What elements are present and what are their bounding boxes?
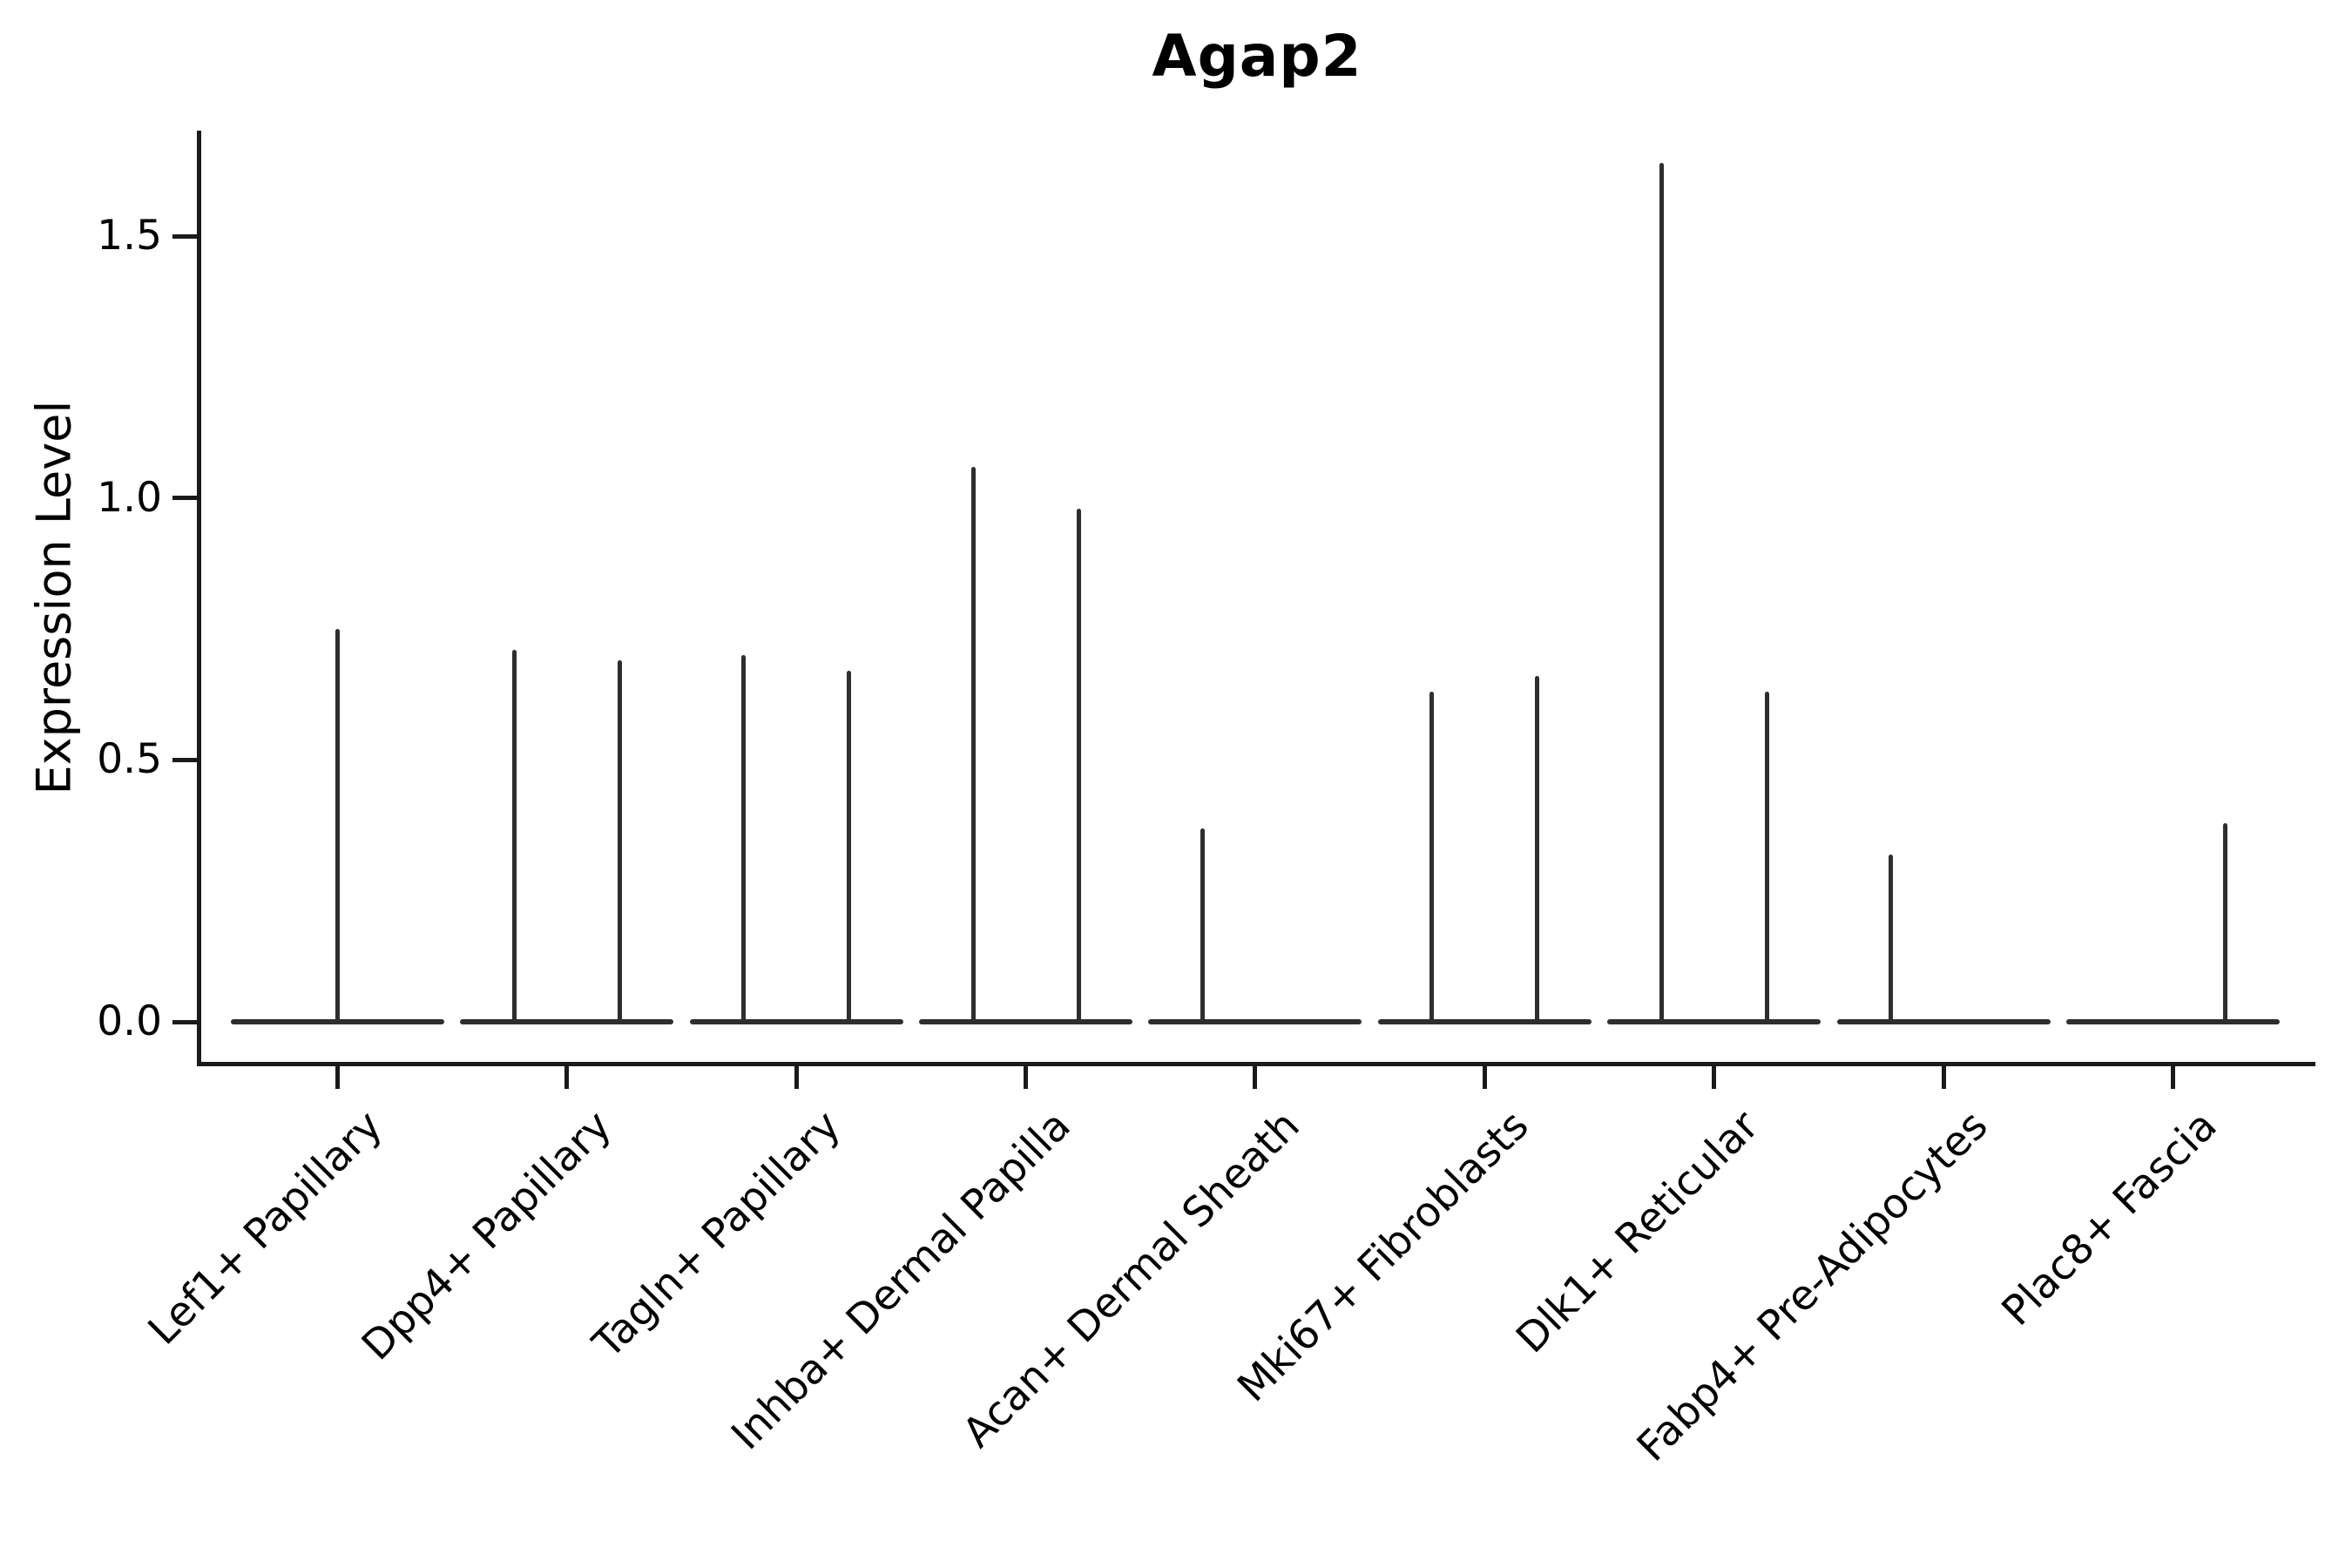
x-tick [1024, 1066, 1029, 1089]
violin-spike [741, 655, 747, 1024]
y-tick-label: 1.0 [97, 473, 162, 522]
violin-spike [970, 466, 976, 1024]
x-tick [1941, 1066, 1946, 1089]
x-tick [564, 1066, 570, 1089]
violin-baseline [1836, 1019, 2051, 1024]
y-axis-spine [197, 131, 201, 1065]
y-tick [172, 757, 197, 762]
violin-baseline [1607, 1019, 1821, 1024]
violin-spike [1429, 692, 1435, 1024]
chart-title: Agap2 [1152, 23, 1362, 90]
violin-spike [2223, 822, 2228, 1024]
y-tick [172, 233, 197, 239]
violin-baseline [1148, 1019, 1362, 1024]
x-tick [1482, 1066, 1487, 1089]
x-tick [794, 1066, 799, 1089]
y-tick [172, 1019, 197, 1024]
violin-baseline [689, 1019, 903, 1024]
x-tick [1712, 1066, 1717, 1089]
violin-spike [1200, 828, 1205, 1024]
violin-baseline [919, 1019, 1133, 1024]
violin-spike [1659, 163, 1664, 1024]
y-tick-label: 0.5 [97, 735, 162, 784]
x-tick [2170, 1066, 2175, 1089]
x-tick [335, 1066, 340, 1089]
violin-spike [335, 629, 340, 1024]
violin-spike [1076, 508, 1081, 1024]
y-tick-label: 0.0 [97, 997, 162, 1045]
x-tick [1253, 1066, 1258, 1089]
violin-spike [1535, 676, 1540, 1024]
violin-baseline [1377, 1019, 1592, 1024]
y-tick-label: 1.5 [97, 212, 162, 260]
violin-spike [1764, 692, 1769, 1024]
violin-baseline [2065, 1019, 2280, 1024]
violin-baseline [460, 1019, 674, 1024]
violin-spike [847, 671, 852, 1024]
violin-spike [617, 660, 622, 1024]
x-axis-spine [197, 1062, 2315, 1066]
violin-spike [511, 650, 517, 1024]
y-tick [172, 496, 197, 501]
violin-spike [1888, 854, 1893, 1024]
